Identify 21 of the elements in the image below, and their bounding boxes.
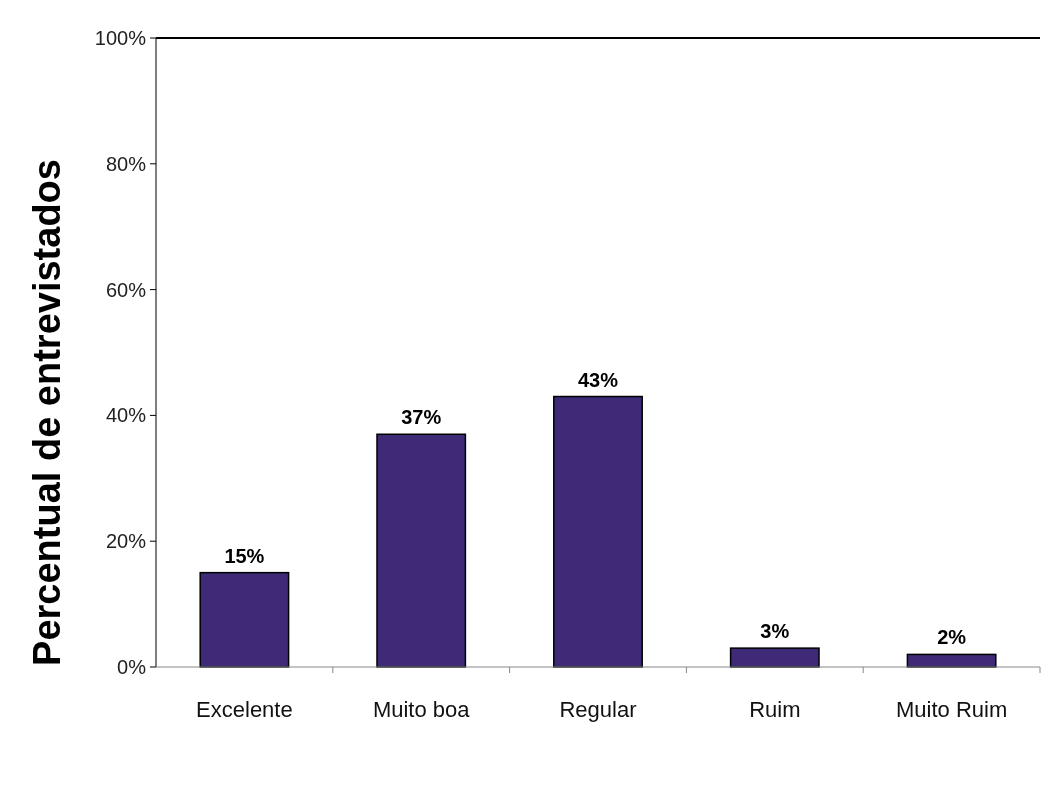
data-label: 2% bbox=[937, 626, 967, 649]
y-tick-label: 80% bbox=[105, 152, 147, 175]
x-tick-label: Muito Ruim bbox=[895, 697, 1008, 722]
x-tick-label: Excelente bbox=[196, 697, 293, 722]
bar bbox=[199, 571, 290, 668]
x-tick-label: Regular bbox=[559, 697, 637, 722]
data-label: 15% bbox=[224, 544, 265, 567]
bar bbox=[376, 433, 467, 668]
bar bbox=[553, 395, 643, 668]
x-tick-label: Muito boa bbox=[372, 697, 471, 722]
y-tick-label: 0% bbox=[117, 656, 147, 678]
bar bbox=[729, 647, 820, 668]
data-label: 37% bbox=[401, 406, 442, 429]
y-axis-title: Percentual de entrevistados bbox=[26, 159, 68, 666]
data-label: 43% bbox=[577, 368, 619, 391]
y-tick-label: 20% bbox=[105, 530, 147, 553]
data-label: 3% bbox=[760, 620, 790, 643]
y-tick-label: 60% bbox=[105, 278, 147, 301]
y-tick-label: 100% bbox=[94, 27, 147, 49]
x-tick-label: Ruim bbox=[749, 697, 801, 722]
y-tick-label: 40% bbox=[105, 404, 147, 427]
